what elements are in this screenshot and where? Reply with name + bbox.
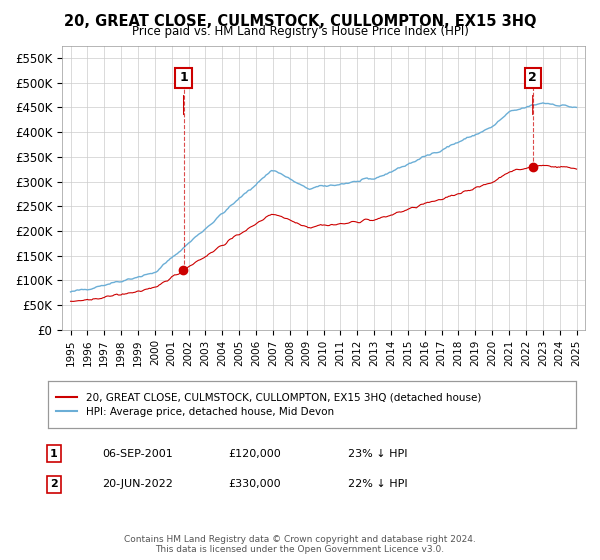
Text: £120,000: £120,000 [228,449,281,459]
Legend: 20, GREAT CLOSE, CULMSTOCK, CULLOMPTON, EX15 3HQ (detached house), HPI: Average : 20, GREAT CLOSE, CULMSTOCK, CULLOMPTON, … [53,389,484,420]
Text: Price paid vs. HM Land Registry's House Price Index (HPI): Price paid vs. HM Land Registry's House … [131,25,469,38]
Text: Contains HM Land Registry data © Crown copyright and database right 2024.
This d: Contains HM Land Registry data © Crown c… [124,535,476,554]
Text: 1: 1 [50,449,58,459]
Text: 06-SEP-2001: 06-SEP-2001 [102,449,173,459]
Text: £330,000: £330,000 [228,479,281,489]
Text: 23% ↓ HPI: 23% ↓ HPI [348,449,407,459]
Text: 20, GREAT CLOSE, CULMSTOCK, CULLOMPTON, EX15 3HQ: 20, GREAT CLOSE, CULMSTOCK, CULLOMPTON, … [64,14,536,29]
Text: 2: 2 [50,479,58,489]
Text: 2: 2 [529,71,537,85]
Text: 1: 1 [179,71,188,85]
Text: 20-JUN-2022: 20-JUN-2022 [102,479,173,489]
Text: 22% ↓ HPI: 22% ↓ HPI [348,479,407,489]
